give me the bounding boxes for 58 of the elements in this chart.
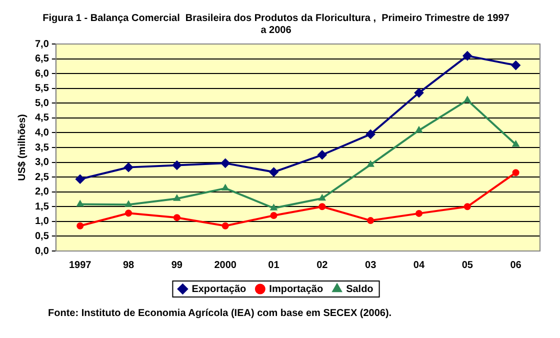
point — [512, 169, 520, 176]
x-tick-label: 98 — [122, 260, 135, 271]
point — [220, 158, 230, 168]
y-tick-label: 3,5 — [34, 142, 50, 154]
x-tick-label: 05 — [462, 260, 474, 271]
point — [318, 203, 326, 210]
y-tick-label: 0,0 — [34, 246, 50, 257]
y-tick-label: 3,0 — [34, 157, 50, 168]
point — [416, 126, 422, 133]
legend-label: Importação — [269, 284, 324, 295]
x-tick-label: 1997 — [68, 260, 92, 271]
point — [174, 195, 180, 201]
x-tick-label: 01 — [268, 260, 280, 271]
point — [173, 214, 180, 222]
y-tick-label: 6,5 — [34, 54, 50, 65]
point — [511, 60, 520, 70]
point — [464, 203, 471, 210]
source-note: Fonte: Instituto de Economia Agrícola (IEA) com base em SECEX (2006). — [48, 308, 393, 319]
y-tick-label: 5,5 — [34, 83, 50, 94]
point — [318, 194, 326, 201]
point — [124, 162, 134, 172]
x-tick-label: 06 — [510, 260, 522, 271]
y-axis-title: US$ (milhões) — [16, 114, 28, 181]
point — [76, 222, 84, 230]
y-tick-label: 5,0 — [34, 98, 50, 109]
y-tick-label: 4,5 — [34, 112, 50, 124]
point — [414, 88, 424, 98]
chart-title: Figura 1 - Balança Comercial Brasileira dos Produtos da Floricultura , Primeiro Trimestre de 1997 a 2006 — [42, 12, 510, 36]
point — [367, 217, 374, 224]
y-tick-label: 2,0 — [34, 186, 50, 198]
x-tick-label: 2000 — [214, 260, 237, 271]
point — [462, 51, 472, 60]
point — [415, 210, 422, 217]
y-tick-label: 1,5 — [34, 201, 50, 212]
point — [76, 174, 85, 184]
y-tick-label: 4,0 — [34, 127, 50, 138]
point — [367, 161, 374, 167]
legend-label: Exportação — [192, 284, 246, 295]
point — [270, 212, 278, 220]
point — [464, 96, 471, 102]
x-tick-label: 03 — [365, 260, 377, 271]
x-tick-label: 02 — [316, 260, 328, 271]
point — [222, 222, 229, 230]
x-tick-label: 99 — [171, 260, 183, 271]
point — [76, 200, 84, 207]
point — [269, 168, 278, 177]
x-tick-label: 04 — [413, 260, 425, 271]
point — [172, 160, 182, 170]
point — [318, 150, 327, 160]
y-tick-label: 2,5 — [34, 172, 50, 183]
y-tick-label: 0,5 — [34, 230, 50, 242]
point — [125, 210, 132, 217]
y-tick-label: 6,0 — [34, 68, 50, 80]
point — [125, 201, 132, 207]
point — [366, 130, 376, 139]
y-tick-label: 1,0 — [34, 216, 50, 228]
legend-label: Saldo — [346, 284, 374, 295]
y-tick-label: 7,0 — [34, 38, 50, 50]
